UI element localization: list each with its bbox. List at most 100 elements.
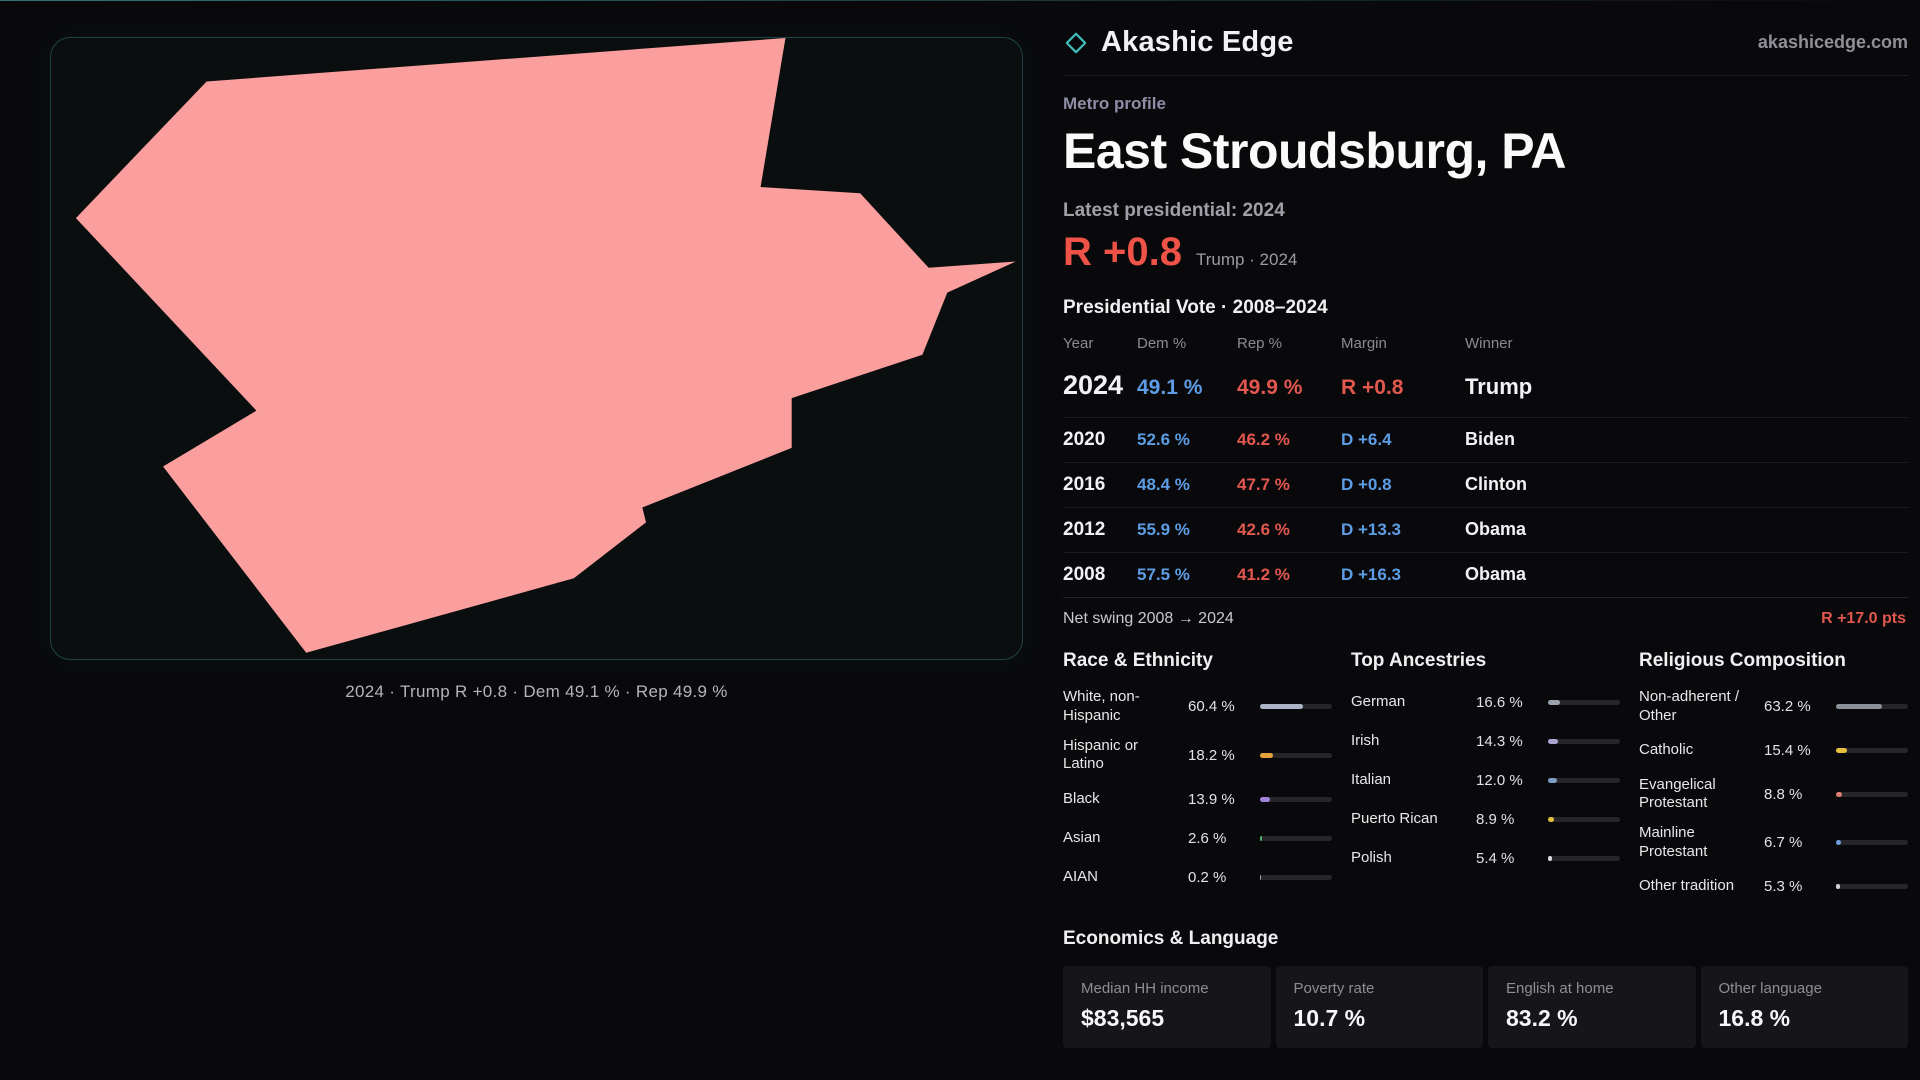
race-section-title: Race & Ethnicity (1063, 650, 1213, 671)
demo-value: 8.8 % (1764, 785, 1803, 803)
brand-name: Akashic Edge (1101, 26, 1294, 58)
demo-value: 12.0 % (1476, 771, 1523, 789)
demo-value: 16.6 % (1476, 693, 1523, 711)
ancestries-section: Top Ancestries German 16.6 % Irish 14.3 … (1351, 650, 1620, 912)
demo-item: Non-adherent / Other 63.2 % (1639, 688, 1908, 726)
stat-label: English at home (1506, 979, 1614, 997)
demo-label: Other tradition (1639, 877, 1735, 895)
religion-section: Religious Composition Non-adherent / Oth… (1639, 650, 1908, 912)
demo-bar (1836, 748, 1908, 753)
cell-dem: 55.9 % (1137, 520, 1190, 539)
demo-bar (1260, 704, 1332, 710)
stat-value: 83.2 % (1506, 1004, 1578, 1031)
demo-value: 5.4 % (1476, 849, 1515, 867)
demo-bar (1548, 777, 1620, 783)
cell-rep: 41.2 % (1237, 565, 1290, 584)
vote-table-title: Presidential Vote · 2008–2024 (1063, 297, 1328, 318)
demo-label: Asian (1063, 828, 1101, 846)
demo-bar (1260, 796, 1332, 802)
cell-winner: Clinton (1465, 474, 1527, 494)
demo-label: Mainline Protestant (1639, 824, 1708, 860)
cell-rep: 42.6 % (1237, 520, 1290, 539)
headline-margin-row: R +0.8 Trump · 2024 (1063, 230, 1908, 275)
demo-label: German (1351, 692, 1406, 710)
demo-bar (1836, 840, 1908, 846)
cell-year: 2016 (1063, 474, 1106, 495)
map-side: 2024 · Trump R +0.8 · Dem 49.1 % · Rep 4… (50, 37, 1023, 702)
table-row-2012: 2012 55.9 % 42.6 % D +13.3 Obama (1063, 507, 1908, 552)
cell-winner: Biden (1465, 429, 1516, 449)
headline-margin-value: R +0.8 (1063, 230, 1182, 274)
demo-value: 2.6 % (1188, 829, 1227, 847)
col-margin: Margin (1341, 335, 1387, 352)
brand: Akashic Edge (1063, 26, 1294, 59)
demo-item: AIAN 0.2 % (1063, 863, 1332, 891)
cell-dem: 48.4 % (1137, 475, 1190, 494)
cell-year: 2020 (1063, 429, 1106, 450)
content-column: Akashic Edge akashicedge.com Metro profi… (1063, 26, 1908, 1080)
cell-rep: 46.2 % (1237, 430, 1290, 449)
demo-label: Non-adherent / Other (1639, 688, 1740, 724)
col-dem: Dem % (1137, 335, 1187, 352)
demo-bar (1836, 704, 1908, 710)
cell-year: 2024 (1063, 370, 1124, 400)
cell-rep: 49.9 % (1237, 376, 1303, 399)
demo-item: Italian 12.0 % (1351, 766, 1620, 794)
demo-label: White, non-Hispanic (1063, 688, 1140, 724)
economics-section: Economics & Language Median HH income $8… (1063, 928, 1908, 1048)
metro-profile-kicker: Metro profile (1063, 94, 1166, 113)
cell-winner: Obama (1465, 564, 1527, 584)
demographics-grid: Race & Ethnicity White, non-Hispanic 60.… (1063, 650, 1908, 912)
cell-dem: 52.6 % (1137, 430, 1190, 449)
demo-bar (1548, 816, 1620, 822)
demo-item: Asian 2.6 % (1063, 824, 1332, 852)
demo-label: Polish (1351, 848, 1392, 866)
net-swing-label: Net swing 2008 → 2024 (1063, 610, 1234, 627)
demo-bar (1548, 699, 1620, 705)
table-header-row: Year Dem % Rep % Margin Winner (1063, 335, 1908, 358)
col-winner: Winner (1465, 335, 1513, 352)
demo-item: Evangelical Protestant 8.8 % (1639, 776, 1908, 814)
stat-value: 16.8 % (1718, 1004, 1791, 1031)
cell-winner: Trump (1465, 374, 1533, 399)
demo-bar (1260, 752, 1332, 758)
brand-diamond-icon (1063, 30, 1089, 56)
cell-margin: D +13.3 (1341, 520, 1402, 539)
demo-item: Hispanic or Latino 18.2 % (1063, 737, 1332, 775)
demo-value: 0.2 % (1188, 868, 1227, 886)
demo-item: Mainline Protestant 6.7 % (1639, 824, 1908, 862)
demo-bar (1548, 855, 1620, 861)
cell-margin: D +0.8 (1341, 475, 1392, 494)
vote-table: Year Dem % Rep % Margin Winner 2024 49.1… (1063, 335, 1908, 597)
cell-margin: D +16.3 (1341, 565, 1402, 584)
demo-value: 8.9 % (1476, 810, 1515, 828)
cell-year: 2012 (1063, 519, 1106, 540)
stat-value: 10.7 % (1293, 1004, 1366, 1031)
demo-label: Puerto Rican (1351, 809, 1438, 827)
ancestries-section-title: Top Ancestries (1351, 650, 1487, 671)
demo-bar (1548, 738, 1620, 744)
demo-label: Evangelical Protestant (1639, 775, 1716, 812)
stat-english-at-home: English at home 83.2 % (1488, 965, 1696, 1048)
stat-label: Poverty rate (1293, 979, 1375, 997)
demo-item: Catholic 15.4 % (1639, 737, 1908, 765)
net-swing-row: Net swing 2008 → 2024 R +17.0 pts (1063, 597, 1908, 638)
metro-map-svg (75, 38, 1016, 653)
demo-item: Puerto Rican 8.9 % (1351, 805, 1620, 833)
stat-label: Other language (1718, 979, 1822, 997)
col-rep: Rep % (1237, 335, 1283, 352)
demo-bar (1836, 884, 1908, 889)
metro-map-panel (50, 37, 1023, 660)
cell-margin: R +0.8 (1341, 376, 1404, 399)
cell-rep: 47.7 % (1237, 475, 1290, 494)
religion-section-title: Religious Composition (1639, 650, 1846, 671)
site-domain-link[interactable]: akashicedge.com (1757, 32, 1908, 52)
economics-stats: Median HH income $83,565 Poverty rate 10… (1063, 965, 1908, 1048)
race-section: Race & Ethnicity White, non-Hispanic 60.… (1063, 650, 1332, 912)
header: Akashic Edge akashicedge.com (1063, 26, 1908, 76)
cell-margin: D +6.4 (1341, 430, 1392, 449)
cell-winner: Obama (1465, 519, 1527, 539)
stat-value: $83,565 (1081, 1004, 1165, 1031)
cell-year: 2008 (1063, 564, 1106, 585)
